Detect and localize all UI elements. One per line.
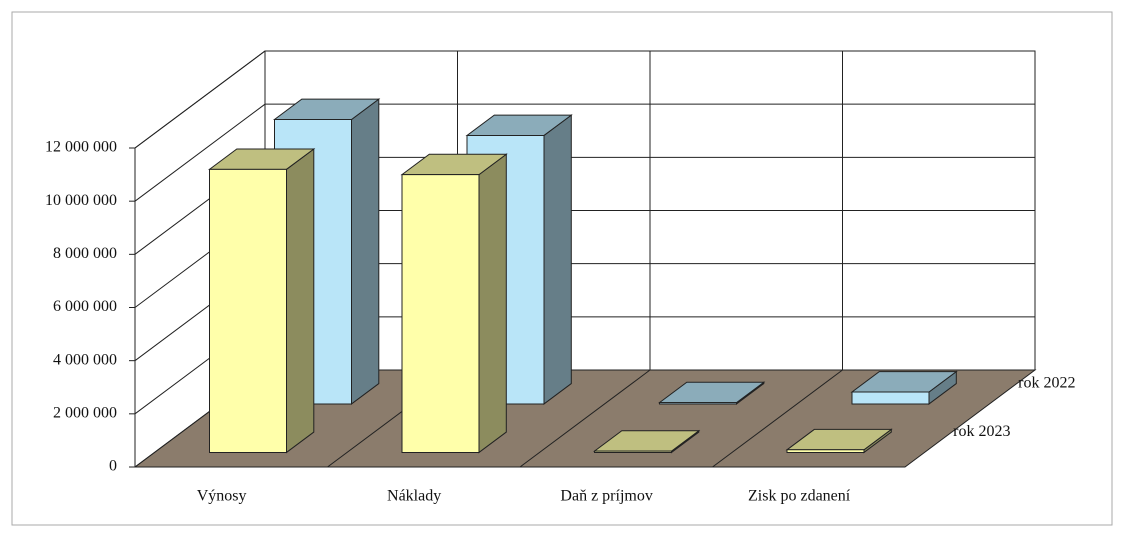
y-tick-label: 0 [109,458,117,475]
bar-side [478,153,507,454]
floor-divider [712,369,843,468]
floor-divider [519,369,651,468]
x-tick-label: Daň z príjmov [560,488,652,505]
x-tick-label: Výnosy [197,488,247,505]
bar-side [351,98,380,405]
bar [785,428,893,454]
y-tick-label: 4 000 000 [53,351,117,368]
bar-front [851,391,930,405]
x-tick-label: Zisk po zdanení [748,488,851,505]
chart-frame [11,11,1113,526]
bar-front [594,450,672,453]
bar [592,429,701,454]
bar [400,153,508,454]
y-tick-label: 6 000 000 [53,298,117,315]
bar-side [286,147,315,454]
y-tick-label: 8 000 000 [53,245,117,262]
bar-front [209,168,287,453]
y-tick-label: 2 000 000 [53,405,117,422]
bar-front [786,449,865,453]
bar [657,381,766,405]
bar-side [543,114,572,405]
y-tick-label: 12 000 000 [45,139,117,156]
grid-line [134,50,1035,149]
grid-line [134,103,1035,202]
bar-front [401,174,480,453]
bar [207,147,316,454]
legend-label: rok 2023 [953,423,1010,440]
bar [850,370,958,405]
bar-front [659,402,737,405]
legend-label: rok 2022 [1018,374,1075,391]
x-tick-label: Náklady [387,488,441,505]
y-tick-label: 10 000 000 [45,192,117,209]
